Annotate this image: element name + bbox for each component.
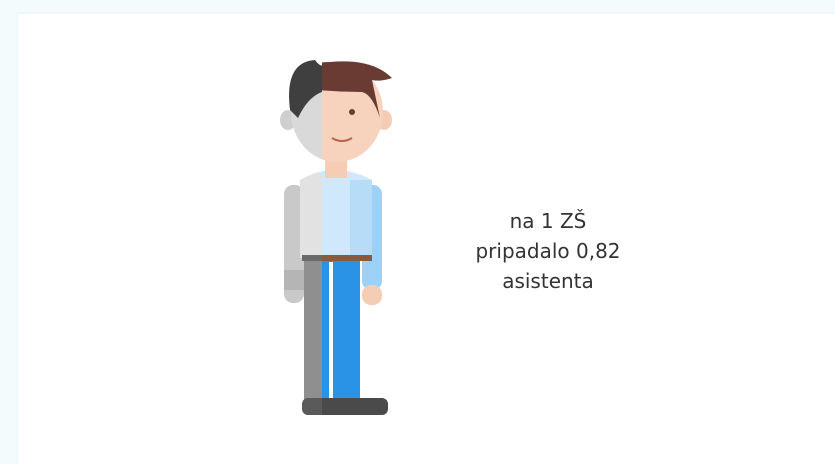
caption-line: pripadalo 0,82 bbox=[428, 236, 668, 266]
caption-line: asistenta bbox=[428, 266, 668, 296]
person-figure bbox=[0, 0, 835, 464]
caption-line: na 1 ZŠ bbox=[428, 206, 668, 236]
caption: na 1 ZŠ pripadalo 0,82 asistenta bbox=[428, 206, 668, 296]
